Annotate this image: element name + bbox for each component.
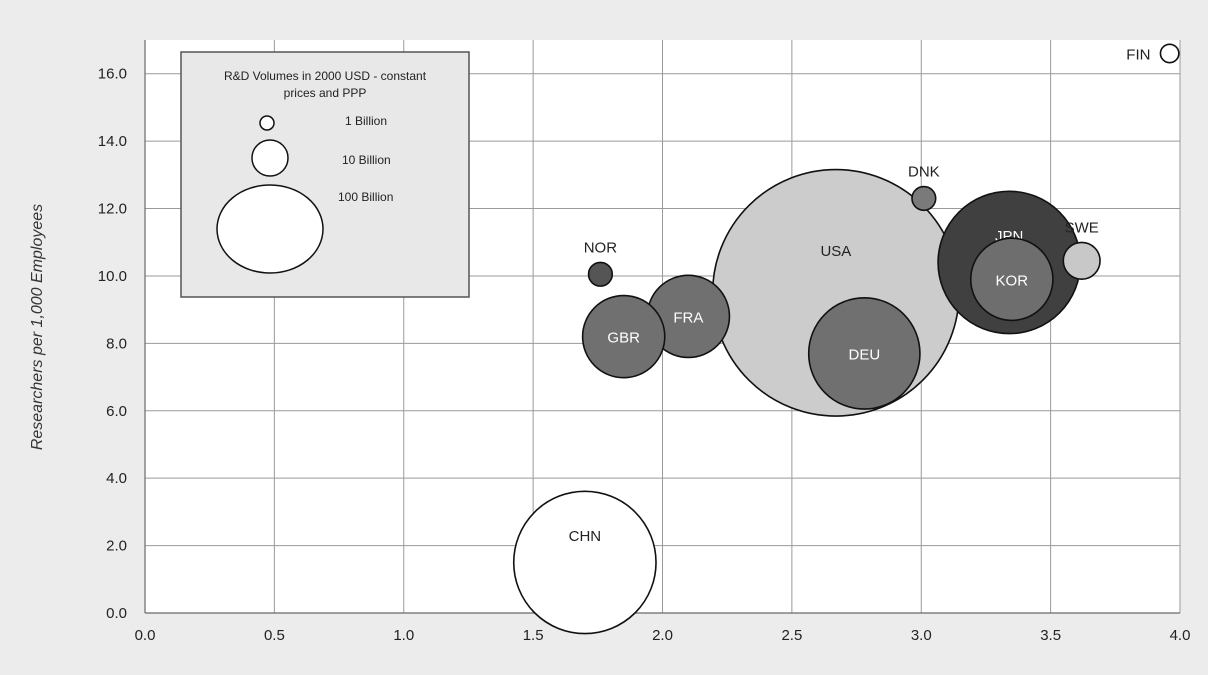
x-tick-label-2: 1.0 [393, 627, 414, 644]
bubble-swe [1062, 241, 1101, 280]
bubble-kor [969, 237, 1054, 322]
y-axis-label: Researchers per 1,000 Employees [29, 204, 46, 450]
bubble-label-chn: CHN [569, 528, 602, 545]
bubble-gbr [581, 294, 666, 379]
legend-label-10-billion: 10 Billion [342, 153, 391, 167]
y-tick-label-5: 10.0 [98, 268, 127, 285]
bubble-label-gbr: GBR [607, 330, 640, 347]
y-tick-label-2: 4.0 [106, 470, 127, 487]
bubble-label-kor: KOR [996, 272, 1029, 289]
axes: 0.0 0.5 1.0 1.5 2.0 2.5 3.0 3.5 4.0 0.0 2.0 4.0 6.0 8… [98, 40, 1191, 644]
bubble-label-swe: SWE [1065, 219, 1099, 236]
legend-title-line2: prices and PPP [284, 86, 367, 100]
legend-title-line1: R&D Volumes in 2000 USD - constant [224, 69, 427, 83]
x-tick-label-4: 2.0 [652, 627, 673, 644]
y-tick-label-4: 8.0 [106, 335, 127, 352]
x-tick-label-3: 1.5 [523, 627, 544, 644]
x-tick-label-0: 0.0 [135, 627, 156, 644]
x-tick-label-1: 0.5 [264, 627, 285, 644]
x-tick-label-8: 4.0 [1170, 627, 1191, 644]
bubble-deu [807, 297, 921, 410]
legend-label-100-billion: 100 Billion [338, 190, 393, 204]
bubble-label-nor: NOR [584, 239, 618, 256]
bubble-nor [587, 261, 614, 287]
bubble-label-deu: DEU [848, 346, 880, 363]
x-tick-label-5: 2.5 [781, 627, 802, 644]
x-tick-label-7: 3.5 [1040, 627, 1061, 644]
y-tick-label-3: 6.0 [106, 403, 127, 420]
y-tick-label-0: 0.0 [106, 605, 127, 622]
legend-bubble-10-billion [251, 139, 289, 177]
y-tick-label-1: 2.0 [106, 538, 127, 555]
y-tick-label-6: 12.0 [98, 201, 127, 218]
bubble-chn [512, 490, 657, 635]
bubble-label-fin: FIN [1126, 46, 1150, 63]
y-tick-label-8: 16.0 [98, 66, 127, 83]
bubble-label-fra: FRA [673, 309, 703, 326]
bubble-fin [1159, 43, 1180, 64]
legend-bubble-1-billion [259, 115, 275, 131]
legend-label-1-billion: 1 Billion [345, 114, 387, 128]
bubble-dnk [911, 185, 937, 212]
bubble-label-usa: USA [820, 243, 851, 260]
legend-bubble-100-billion [216, 184, 324, 274]
y-tick-label-7: 14.0 [98, 133, 127, 150]
size-legend: R&D Volumes in 2000 USD - constant price… [180, 51, 470, 298]
bubble-label-dnk: DNK [908, 164, 940, 181]
x-tick-label-6: 3.0 [911, 627, 932, 644]
